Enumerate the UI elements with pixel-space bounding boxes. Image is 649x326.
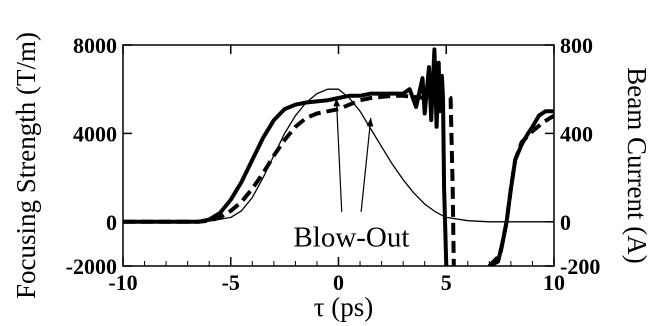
- y-left-tick-label: 8000: [73, 33, 117, 58]
- y-right-tick-label: 0: [560, 210, 571, 235]
- arrow-head: [366, 117, 374, 127]
- x-tick-label: -5: [222, 270, 240, 295]
- series-recovery-1: [488, 109, 554, 266]
- series-line-2: [123, 93, 456, 266]
- y-right-axis-label: Beam Current (A): [622, 67, 649, 263]
- x-tick-label: 5: [441, 270, 452, 295]
- annotation-arrow: [360, 117, 372, 212]
- annotation-arrow: [335, 98, 343, 212]
- annotation-bg: [281, 219, 422, 254]
- series-line-1: [123, 47, 449, 266]
- x-axis-label: τ (ps): [314, 292, 374, 322]
- arrow-head: [333, 98, 341, 107]
- y-right-tick-label: -200: [560, 254, 600, 279]
- x-tick-label: 10: [543, 270, 565, 295]
- axes-layer: [122, 44, 555, 267]
- y-left-axis-label: Focusing Strength (T/m): [11, 32, 41, 299]
- x-tick-label: 0: [333, 270, 344, 295]
- x-tick-label: -10: [108, 270, 137, 295]
- y-right-tick-label: 400: [560, 121, 593, 146]
- y-right-tick-label: 800: [560, 33, 593, 58]
- y-left-tick-label: 0: [106, 210, 117, 235]
- y-left-tick-label: 4000: [73, 121, 117, 146]
- annotation-label: Blow-Out: [293, 222, 409, 254]
- series-line-0: [123, 88, 554, 223]
- series-layer: [123, 47, 554, 266]
- series-recovery-2: [487, 113, 554, 266]
- y-left-tick-label: -2000: [66, 254, 117, 279]
